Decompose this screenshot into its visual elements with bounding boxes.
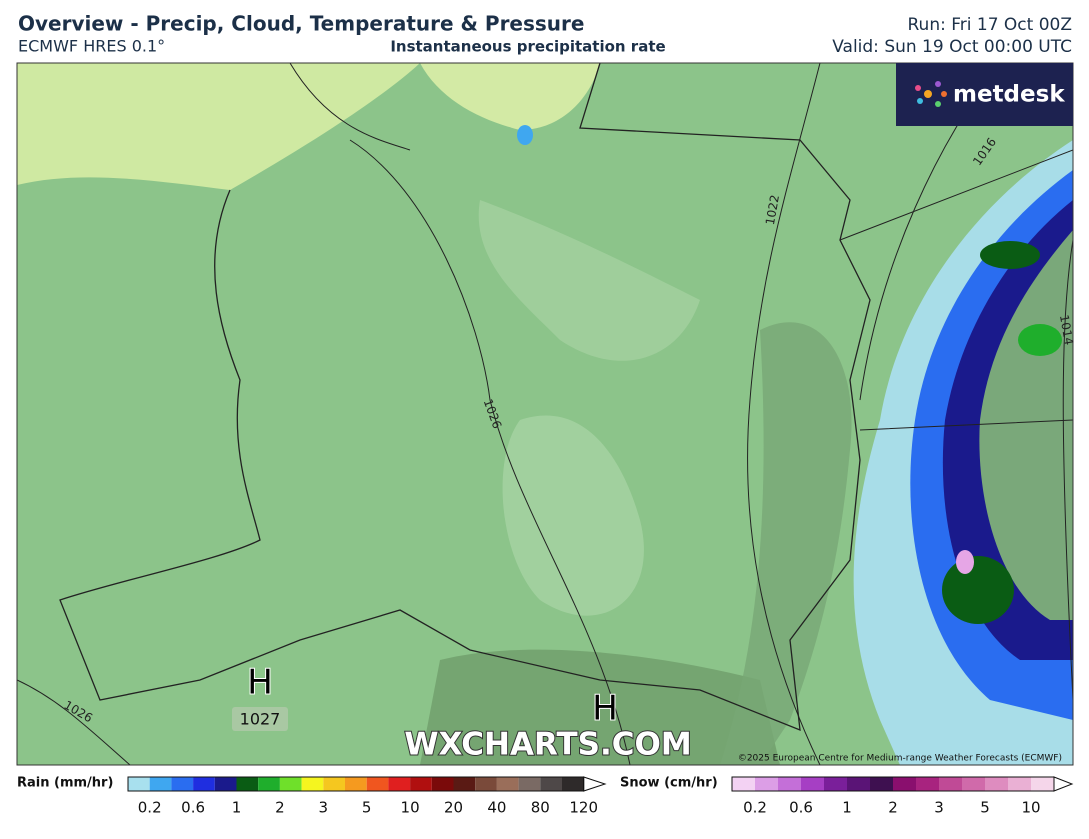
snow-swatch: [916, 777, 939, 791]
high-symbol: H: [592, 689, 618, 729]
rain-swatch: [496, 777, 519, 791]
rain-swatch: [171, 777, 194, 791]
snow-tick-label: 3: [934, 799, 944, 817]
snow-swatch: [824, 777, 847, 791]
rain-swatch: [453, 777, 476, 791]
logo-text: metdesk: [953, 82, 1065, 108]
snow-legend-label: Snow (cm/hr): [620, 776, 718, 791]
rain-swatch: [345, 777, 367, 791]
snow-tick-label: 2: [888, 799, 898, 817]
map: 1026 1022 1026 1016 1014 H 1027 H WXCHAR…: [16, 62, 1076, 766]
rain-swatch: [301, 777, 324, 791]
high-value-box: [232, 707, 288, 731]
rain-swatch: [193, 777, 215, 791]
rain-legend-label: Rain (mm/hr): [17, 776, 113, 791]
rain-swatch: [475, 777, 497, 791]
snow-swatch: [755, 777, 778, 791]
snow-frame: [731, 776, 1055, 792]
snow-swatch: [801, 777, 824, 791]
cloud: [502, 415, 644, 616]
snow-swatch: [870, 777, 893, 791]
model: ECMWF HRES 0.1°: [18, 37, 165, 56]
isobar: [747, 63, 821, 765]
rain-tick-label: 1: [232, 799, 242, 817]
rain-intense: [980, 241, 1040, 269]
rain-light: [517, 125, 533, 145]
rain-tick-label: 80: [531, 799, 550, 817]
cloud: [478, 200, 700, 361]
snow: [956, 550, 974, 574]
snow-swatch: [893, 777, 916, 791]
rain-swatch: [236, 777, 259, 791]
rain-swatch: [279, 777, 302, 791]
rain-swatch: [128, 777, 150, 791]
sea: [17, 63, 420, 190]
sea: [420, 63, 600, 130]
rain-tick-label: 3: [319, 799, 329, 817]
borders: [289, 63, 1073, 431]
rain-tick-label: 2: [275, 799, 285, 817]
rain-intense: [942, 556, 1014, 624]
snow-tick-label: 1: [842, 799, 852, 817]
snow-swatch: [778, 777, 801, 791]
snow-swatch: [847, 777, 870, 791]
rain-tick-label: 5: [362, 799, 372, 817]
snow-swatch: [1008, 777, 1031, 791]
high-symbol: H: [247, 663, 273, 703]
run: Run: Fri 17 Oct 00Z: [908, 15, 1073, 35]
snow-swatch: [962, 777, 985, 791]
legend: Rain (mm/hr) Snow (cm/hr) 0.2 0.6 1 2 3 5 10 20…: [17, 776, 1074, 817]
snow-tick-label: 5: [980, 799, 990, 817]
isobar: [1062, 239, 1073, 701]
rain-tick-label: 40: [487, 799, 506, 817]
snow-swatch: [1031, 777, 1054, 791]
borders: [59, 63, 871, 732]
map-frame: [16, 62, 1074, 766]
snow-swatch: [939, 777, 962, 791]
rain-swatch: [366, 777, 389, 791]
rain-frame: [127, 776, 585, 792]
snow-tick-label: 0.2: [743, 799, 767, 817]
rain-intense: [1018, 324, 1062, 356]
title: Overview - Precip, Cloud, Temperature & …: [18, 12, 584, 36]
cloud: [720, 322, 852, 765]
high-value: 1027: [240, 710, 281, 729]
logo-icon: [915, 81, 947, 107]
credit: ©2025 European Centre for Medium-range W…: [738, 754, 1062, 764]
snow-swatch: [985, 777, 1008, 791]
isobar-label: 1022: [763, 194, 782, 227]
rain-swatch: [540, 777, 562, 791]
rain-swatch: [258, 777, 280, 791]
rain-tick-label: 120: [569, 799, 598, 817]
isobar-label: 1014: [1057, 314, 1076, 347]
mountains: [420, 649, 780, 765]
valid: Valid: Sun 19 Oct 00:00 UTC: [832, 37, 1072, 57]
rain-swatch: [388, 777, 411, 791]
snow-tick-label: 10: [1021, 799, 1040, 817]
rain-tick-label: 0.6: [181, 799, 205, 817]
rain-swatch: [214, 777, 237, 791]
isobar: [17, 679, 131, 765]
rain-tick-label: 0.2: [138, 799, 162, 817]
rain-swatch: [149, 777, 172, 791]
rain-swatch: [431, 777, 454, 791]
isobar: [349, 139, 631, 765]
rain-swatch: [410, 777, 432, 791]
rain-tick-label: 20: [444, 799, 463, 817]
rain-tick-label: 10: [401, 799, 420, 817]
rain-swatch: [518, 777, 541, 791]
subtitle: Instantaneous precipitation rate: [390, 38, 665, 56]
snow-swatch: [732, 777, 755, 791]
rain-swatch: [562, 777, 584, 791]
snow-tick-label: 0.6: [789, 799, 813, 817]
rain-swatch: [323, 777, 345, 791]
watermark: WXCHARTS.COM: [404, 727, 691, 763]
